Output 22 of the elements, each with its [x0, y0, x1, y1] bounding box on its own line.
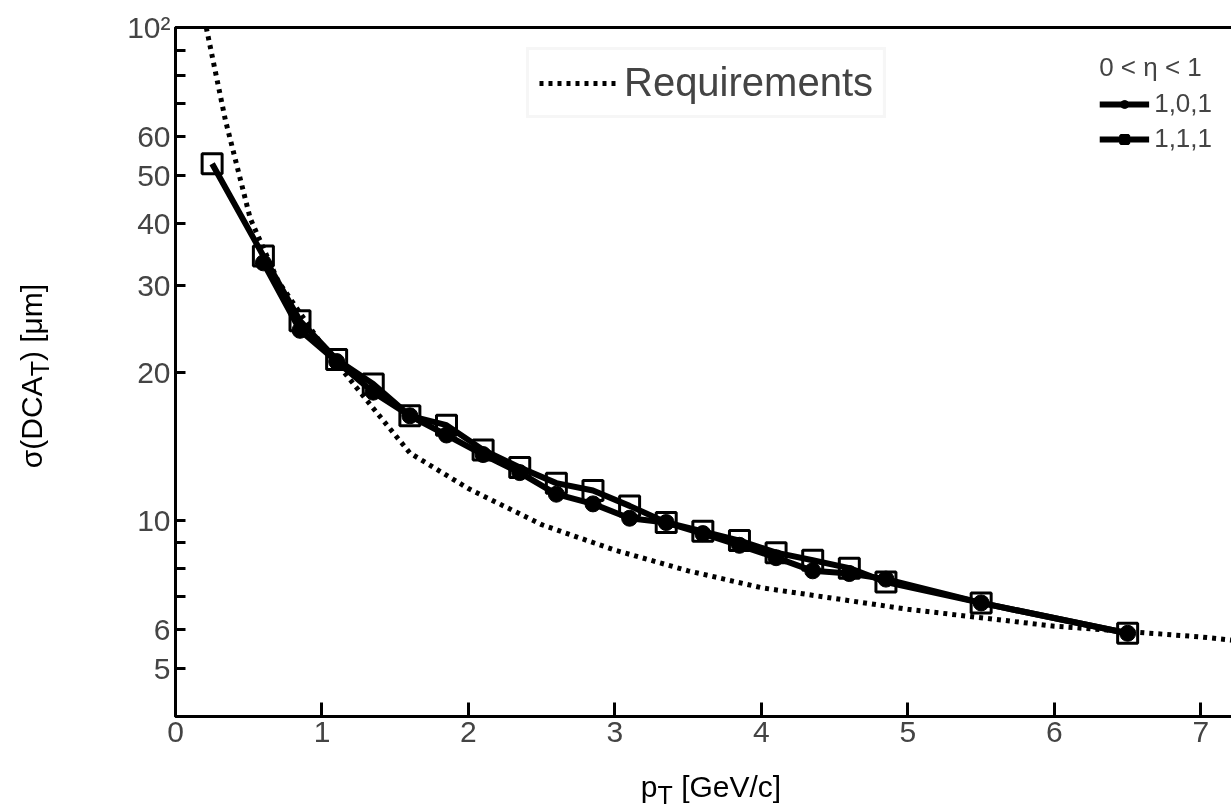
x-tick-label: 1	[313, 714, 331, 748]
x-axis-title: p$_{T}$ [GeV/c]	[640, 769, 782, 811]
legend-title: 0 < η < 1	[1099, 52, 1203, 83]
y-tick-label: 40	[137, 207, 171, 241]
y-tick-label: 10²	[127, 11, 171, 44]
y-tick-label: 10	[137, 503, 171, 537]
legend-label: 1,1,1	[1154, 123, 1212, 154]
x-tick-label: 3	[606, 714, 624, 748]
y-tick-label: 6	[153, 613, 171, 647]
x-tick-label: 2	[460, 714, 477, 748]
y-tick-label: 30	[137, 268, 171, 302]
legend-label: 1,0,1	[1154, 88, 1212, 119]
y-tick-label: 20	[137, 355, 171, 389]
x-tick-label: 7	[1192, 714, 1210, 748]
x-tick-label: 4	[753, 714, 770, 748]
x-tick-label: 0	[167, 714, 184, 748]
y-tick-label: 50	[137, 159, 171, 193]
y-tick-label: 5	[153, 652, 171, 686]
x-tick-label: 5	[899, 714, 917, 748]
legend-label: Requirements	[623, 60, 874, 105]
y-tick-label: 60	[137, 120, 171, 154]
x-tick-label: 6	[1046, 714, 1063, 748]
